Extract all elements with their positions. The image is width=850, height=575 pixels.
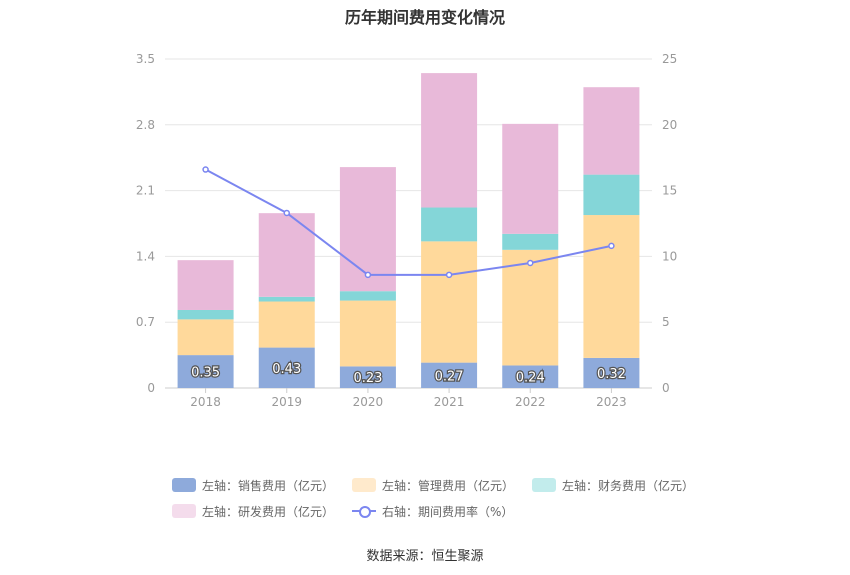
bar-segment <box>339 300 396 367</box>
expense-ratio-point <box>445 271 453 279</box>
bar-segment <box>583 87 640 175</box>
chart-legend: 左轴：销售费用（亿元） 左轴：管理费用（亿元） 左轴：财务费用（亿元） 左轴：研… <box>172 472 732 524</box>
bar-segment <box>339 291 396 301</box>
right-axis-tick-label: 15 <box>662 184 677 198</box>
legend-label-finance: 左轴：财务费用（亿元） <box>562 478 695 493</box>
bar-segment <box>258 347 315 388</box>
left-axis-tick-label: 2.8 <box>136 118 155 132</box>
legend-swatch-finance <box>532 478 557 492</box>
legend-label-expense-ratio: 右轴：期间费用率（%） <box>382 504 514 519</box>
bar-segment <box>502 123 559 234</box>
bar-data-label: 0.43 <box>272 362 301 377</box>
bar-data-label: 0.27 <box>435 369 464 384</box>
expense-ratio-point <box>283 209 290 217</box>
right-axis-tick-label: 5 <box>662 315 670 329</box>
left-axis-tick-label: 3.5 <box>136 52 155 66</box>
bar-data-label: 0.24 <box>516 371 545 386</box>
bar-segment <box>258 301 315 348</box>
bar-segment <box>421 73 478 208</box>
bar-segment <box>339 366 396 388</box>
bar-segment <box>177 355 234 388</box>
expense-ratio-point <box>527 259 534 267</box>
expense-ratio-point <box>364 271 372 279</box>
x-axis-tick-label: 2021 <box>434 395 465 409</box>
left-axis-tick-label: 0 <box>147 381 155 395</box>
right-axis-tick-label: 0 <box>662 381 670 395</box>
bar-data-label: 0.35 <box>191 366 220 381</box>
bar-segment <box>421 362 478 388</box>
expense-ratio-line <box>205 168 612 276</box>
legend-swatch-expense-ratio <box>352 504 377 518</box>
legend-label-rd: 左轴：研发费用（亿元） <box>202 504 335 519</box>
bar-segment <box>421 207 478 242</box>
x-axis-tick-label: 2022 <box>515 395 546 409</box>
left-axis-tick-label: 1.4 <box>136 249 155 263</box>
right-axis-tick-label: 10 <box>662 249 677 263</box>
legend-label-sales: 左轴：销售费用（亿元） <box>202 478 335 493</box>
bar-segment <box>583 215 640 358</box>
x-axis-tick-label: 2018 <box>190 395 221 409</box>
bar-segment <box>583 174 640 216</box>
bar-segment <box>177 309 234 320</box>
expense-ratio-point <box>608 242 615 250</box>
chart-title: 历年期间费用变化情况 <box>344 8 505 27</box>
left-axis-tick-label: 2.1 <box>136 184 155 198</box>
legend-swatch-admin <box>352 478 377 492</box>
bar-segment <box>258 213 315 297</box>
bar-segment <box>177 260 234 310</box>
bar-segment <box>421 241 478 363</box>
bar-segment <box>258 296 315 302</box>
legend-item-finance[interactable]: 左轴：财务费用（亿元） <box>532 477 694 494</box>
bar-data-label: 0.23 <box>353 371 382 386</box>
legend-item-expense-ratio[interactable]: 右轴：期间费用率（%） <box>352 503 513 520</box>
x-axis-tick-label: 2020 <box>353 395 384 409</box>
legend-item-admin[interactable]: 左轴：管理费用（亿元） <box>352 477 514 494</box>
left-axis-tick-label: 0.7 <box>136 315 155 329</box>
right-axis-tick-label: 20 <box>662 118 677 132</box>
x-axis-tick-label: 2023 <box>596 395 627 409</box>
expense-ratio-point <box>202 166 209 173</box>
bar-segment <box>339 167 396 292</box>
bar-data-label: 0.32 <box>597 367 626 382</box>
data-source: 数据来源：恒生聚源 <box>366 549 484 564</box>
legend-swatch-sales <box>172 478 196 492</box>
chart-plot: 0 0 0.7 5 1.4 10 2.1 15 2.8 20 3.5 25 0.35 2018 0.43 20… <box>136 52 677 409</box>
bar-segment <box>502 249 559 366</box>
legend-swatch-rd <box>172 504 196 518</box>
legend-item-rd[interactable]: 左轴：研发费用（亿元） <box>172 503 334 520</box>
bar-segment <box>177 319 234 356</box>
bar-segment <box>583 357 640 388</box>
legend-item-sales[interactable]: 左轴：销售费用（亿元） <box>172 477 334 494</box>
x-axis-tick-label: 2019 <box>271 395 302 409</box>
bar-segment <box>502 233 559 250</box>
right-axis-tick-label: 25 <box>662 52 677 66</box>
bar-segment <box>502 365 559 388</box>
legend-label-admin: 左轴：管理费用（亿元） <box>382 478 515 493</box>
